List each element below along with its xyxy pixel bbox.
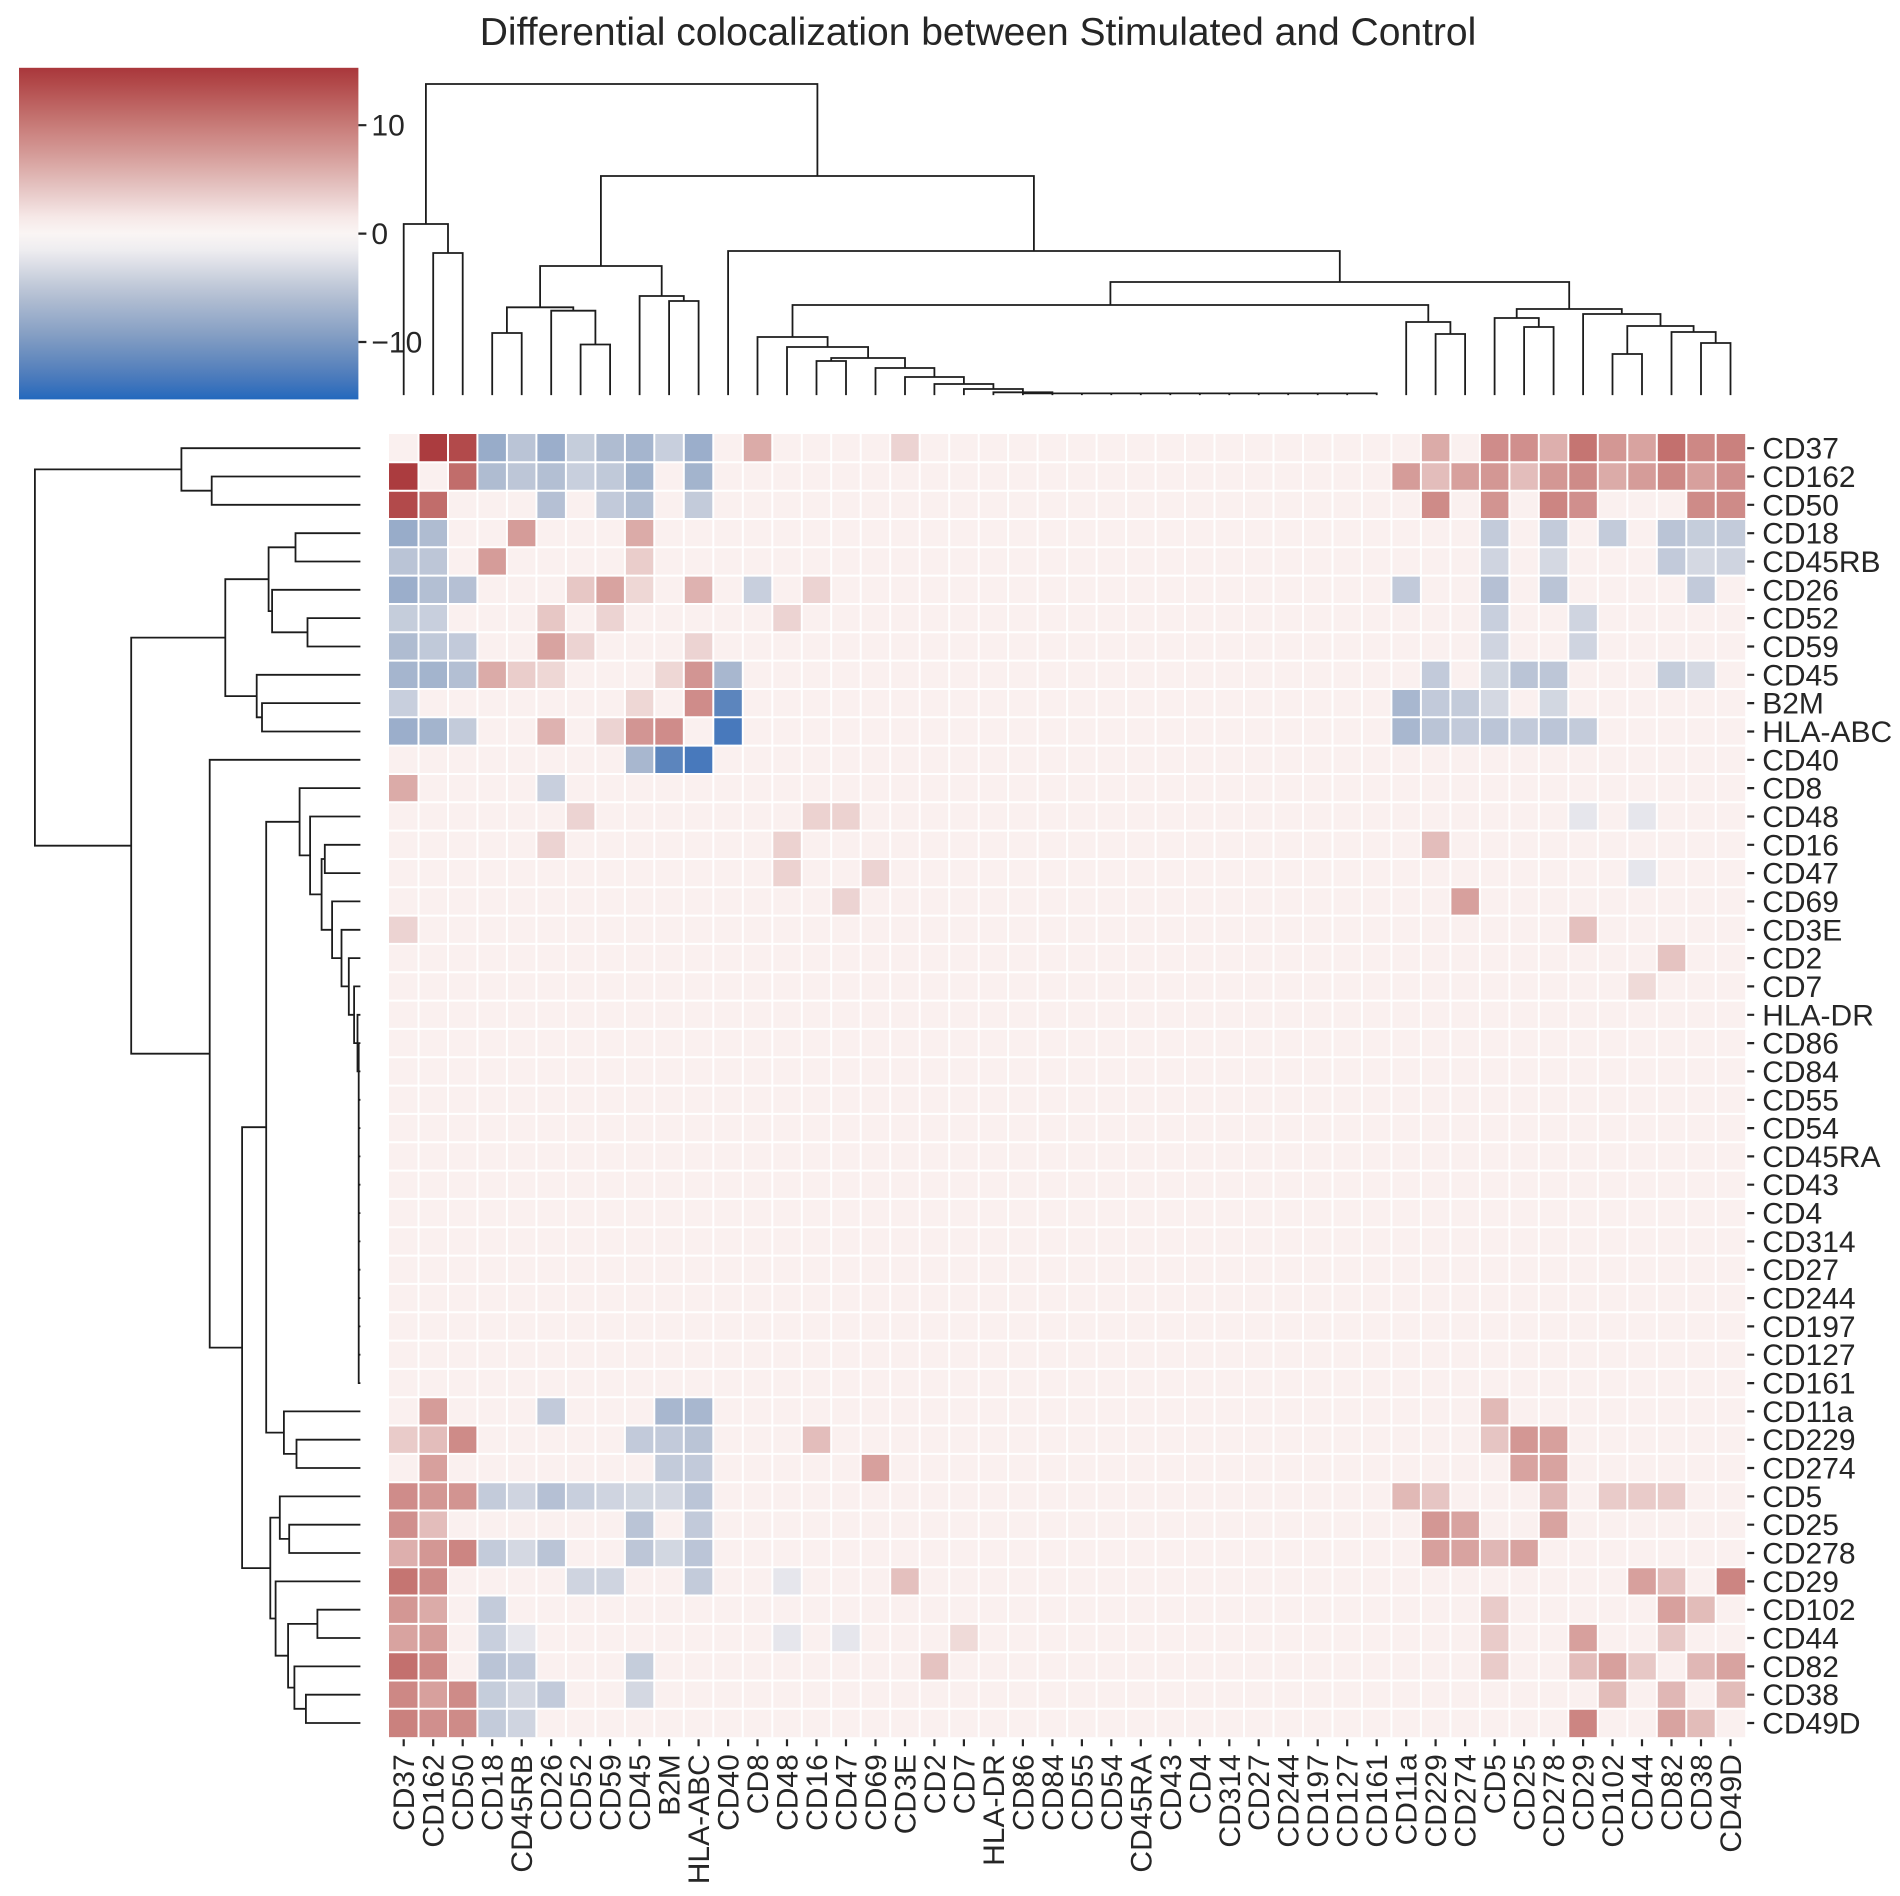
svg-text:CD52: CD52 (565, 1754, 598, 1831)
svg-text:CD102: CD102 (1762, 1594, 1855, 1627)
svg-text:CD102: CD102 (1597, 1754, 1630, 1847)
svg-text:CD162: CD162 (1762, 461, 1855, 494)
svg-text:CD197: CD197 (1302, 1754, 1335, 1847)
svg-text:CD18: CD18 (477, 1754, 510, 1831)
svg-text:CD47: CD47 (831, 1754, 864, 1831)
svg-text:B2M: B2M (1762, 688, 1824, 721)
svg-text:CD278: CD278 (1762, 1538, 1855, 1571)
svg-text:CD16: CD16 (1762, 829, 1839, 862)
svg-text:CD55: CD55 (1762, 1084, 1839, 1117)
svg-text:CD274: CD274 (1762, 1453, 1855, 1486)
svg-text:CD29: CD29 (1568, 1754, 1601, 1831)
svg-text:CD11a: CD11a (1762, 1396, 1853, 1429)
svg-text:CD45RA: CD45RA (1125, 1754, 1158, 1872)
svg-text:CD45: CD45 (624, 1754, 657, 1831)
svg-text:CD50: CD50 (1762, 489, 1839, 522)
svg-text:CD26: CD26 (1762, 574, 1839, 607)
svg-text:CD314: CD314 (1214, 1754, 1247, 1847)
svg-text:CD40: CD40 (713, 1754, 746, 1831)
svg-text:B2M: B2M (654, 1754, 687, 1816)
svg-text:CD5: CD5 (1762, 1481, 1822, 1514)
svg-text:CD45RA: CD45RA (1762, 1141, 1880, 1174)
svg-text:10: 10 (371, 110, 404, 143)
svg-text:CD4: CD4 (1762, 1198, 1822, 1231)
svg-text:CD44: CD44 (1627, 1754, 1660, 1831)
svg-text:CD37: CD37 (1762, 433, 1839, 466)
svg-text:CD44: CD44 (1762, 1623, 1839, 1656)
svg-text:CD45RB: CD45RB (506, 1754, 539, 1872)
svg-text:CD37: CD37 (388, 1754, 421, 1831)
svg-text:HLA-DR: HLA-DR (1762, 999, 1874, 1032)
svg-text:CD43: CD43 (1155, 1754, 1188, 1831)
svg-text:CD7: CD7 (948, 1754, 981, 1814)
svg-text:CD197: CD197 (1762, 1311, 1855, 1344)
svg-text:CD16: CD16 (801, 1754, 834, 1831)
svg-text:CD86: CD86 (1762, 1028, 1839, 1061)
svg-text:CD229: CD229 (1762, 1424, 1855, 1457)
svg-text:CD49D: CD49D (1715, 1754, 1748, 1852)
svg-text:CD52: CD52 (1762, 603, 1839, 636)
svg-text:CD244: CD244 (1762, 1283, 1855, 1316)
svg-text:CD161: CD161 (1361, 1754, 1394, 1847)
svg-text:CD82: CD82 (1762, 1651, 1839, 1684)
svg-text:CD55: CD55 (1066, 1754, 1099, 1831)
svg-text:CD82: CD82 (1656, 1754, 1689, 1831)
svg-text:0: 0 (371, 218, 388, 251)
svg-text:CD8: CD8 (1762, 773, 1822, 806)
svg-text:Differential colocalization be: Differential colocalization between Stim… (480, 11, 1477, 54)
svg-text:CD3E: CD3E (1762, 914, 1842, 947)
svg-text:CD50: CD50 (447, 1754, 480, 1831)
svg-text:−10: −10 (371, 327, 422, 360)
svg-text:CD5: CD5 (1479, 1754, 1512, 1814)
svg-text:CD54: CD54 (1096, 1754, 1129, 1831)
svg-text:CD48: CD48 (772, 1754, 805, 1831)
svg-text:CD38: CD38 (1762, 1679, 1839, 1712)
svg-text:HLA-DR: HLA-DR (978, 1754, 1011, 1866)
svg-text:CD26: CD26 (536, 1754, 569, 1831)
svg-text:CD29: CD29 (1762, 1566, 1839, 1599)
svg-text:CD2: CD2 (919, 1754, 952, 1814)
svg-text:CD69: CD69 (860, 1754, 893, 1831)
svg-text:CD86: CD86 (1007, 1754, 1040, 1831)
svg-text:CD278: CD278 (1538, 1754, 1571, 1847)
svg-text:CD27: CD27 (1243, 1754, 1276, 1831)
svg-text:CD45: CD45 (1762, 659, 1839, 692)
svg-text:CD18: CD18 (1762, 518, 1839, 551)
svg-text:CD59: CD59 (595, 1754, 628, 1831)
svg-text:CD25: CD25 (1762, 1509, 1839, 1542)
svg-text:CD54: CD54 (1762, 1113, 1839, 1146)
svg-text:CD314: CD314 (1762, 1226, 1855, 1259)
svg-text:CD4: CD4 (1184, 1754, 1217, 1814)
svg-text:CD69: CD69 (1762, 886, 1839, 919)
svg-text:CD84: CD84 (1762, 1056, 1839, 1089)
svg-text:CD11a: CD11a (1391, 1754, 1424, 1845)
svg-text:CD7: CD7 (1762, 971, 1822, 1004)
svg-text:HLA-ABC: HLA-ABC (1762, 716, 1892, 749)
svg-text:CD49D: CD49D (1762, 1708, 1860, 1741)
svg-text:CD27: CD27 (1762, 1254, 1839, 1287)
svg-text:CD244: CD244 (1273, 1754, 1306, 1847)
svg-text:CD229: CD229 (1420, 1754, 1453, 1847)
svg-text:CD48: CD48 (1762, 801, 1839, 834)
svg-text:HLA-ABC: HLA-ABC (683, 1754, 716, 1884)
svg-text:CD162: CD162 (418, 1754, 451, 1847)
svg-text:CD127: CD127 (1762, 1339, 1855, 1372)
svg-text:CD84: CD84 (1037, 1754, 1070, 1831)
svg-text:CD2: CD2 (1762, 943, 1822, 976)
svg-text:CD45RB: CD45RB (1762, 546, 1880, 579)
svg-text:CD161: CD161 (1762, 1368, 1855, 1401)
svg-text:CD8: CD8 (742, 1754, 775, 1814)
svg-text:CD3E: CD3E (890, 1754, 923, 1834)
svg-text:CD43: CD43 (1762, 1169, 1839, 1202)
svg-text:CD47: CD47 (1762, 858, 1839, 891)
svg-text:CD59: CD59 (1762, 631, 1839, 664)
svg-text:CD38: CD38 (1686, 1754, 1719, 1831)
svg-text:CD127: CD127 (1332, 1754, 1365, 1847)
svg-text:CD40: CD40 (1762, 744, 1839, 777)
svg-text:CD25: CD25 (1509, 1754, 1542, 1831)
svg-text:CD274: CD274 (1450, 1754, 1483, 1847)
